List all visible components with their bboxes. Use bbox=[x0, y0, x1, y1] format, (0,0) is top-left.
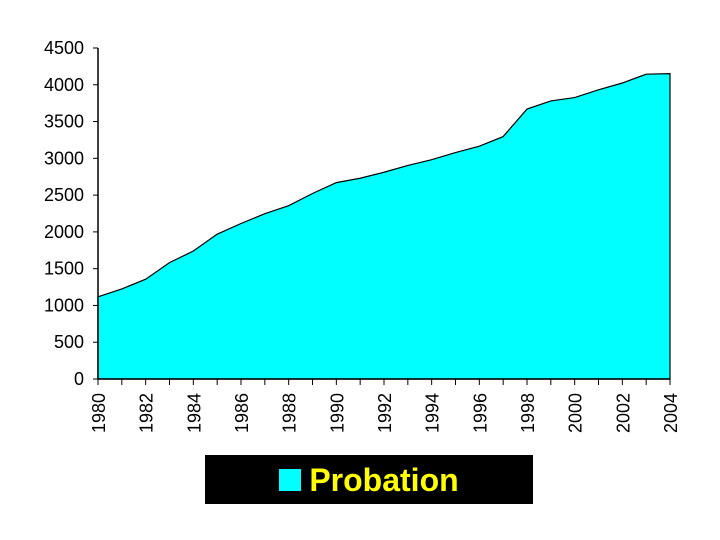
legend: Probation bbox=[205, 455, 533, 504]
x-axis-ticks: 1980 1982 1984 1986 1988 1990 1992 1994 1996 1998… bbox=[89, 379, 681, 433]
x-tick-label: 1994 bbox=[423, 393, 443, 433]
x-tick-label: 2000 bbox=[566, 393, 586, 433]
x-tick-label: 1988 bbox=[280, 393, 300, 433]
x-tick-label: 2004 bbox=[661, 393, 681, 433]
y-tick-label: 1500 bbox=[44, 259, 84, 279]
x-tick-label: 1992 bbox=[375, 393, 395, 433]
series-area-probation bbox=[97, 73, 671, 380]
y-tick-label: 0 bbox=[74, 369, 84, 389]
y-axis-ticks: 0 500 1000 1500 2000 2500 3000 3500 4000 4500 bbox=[44, 38, 98, 389]
x-tick-label: 1990 bbox=[327, 393, 347, 433]
x-tick-label: 1998 bbox=[518, 393, 538, 433]
y-tick-label: 4000 bbox=[44, 75, 84, 95]
y-tick-label: 3000 bbox=[44, 148, 84, 168]
y-tick-label: 1000 bbox=[44, 295, 84, 315]
y-tick-label: 2000 bbox=[44, 222, 84, 242]
x-tick-label: 1984 bbox=[184, 393, 204, 433]
x-tick-label: 2002 bbox=[613, 393, 633, 433]
y-tick-label: 3500 bbox=[44, 112, 84, 132]
x-tick-label: 1980 bbox=[89, 393, 109, 433]
x-tick-label: 1986 bbox=[232, 393, 252, 433]
legend-label: Probation bbox=[309, 461, 459, 498]
legend-swatch bbox=[279, 468, 302, 491]
y-tick-label: 4500 bbox=[44, 38, 84, 58]
y-tick-label: 2500 bbox=[44, 185, 84, 205]
x-tick-label: 1982 bbox=[137, 393, 157, 433]
y-tick-label: 500 bbox=[54, 332, 84, 352]
x-tick-label: 1996 bbox=[470, 393, 490, 433]
